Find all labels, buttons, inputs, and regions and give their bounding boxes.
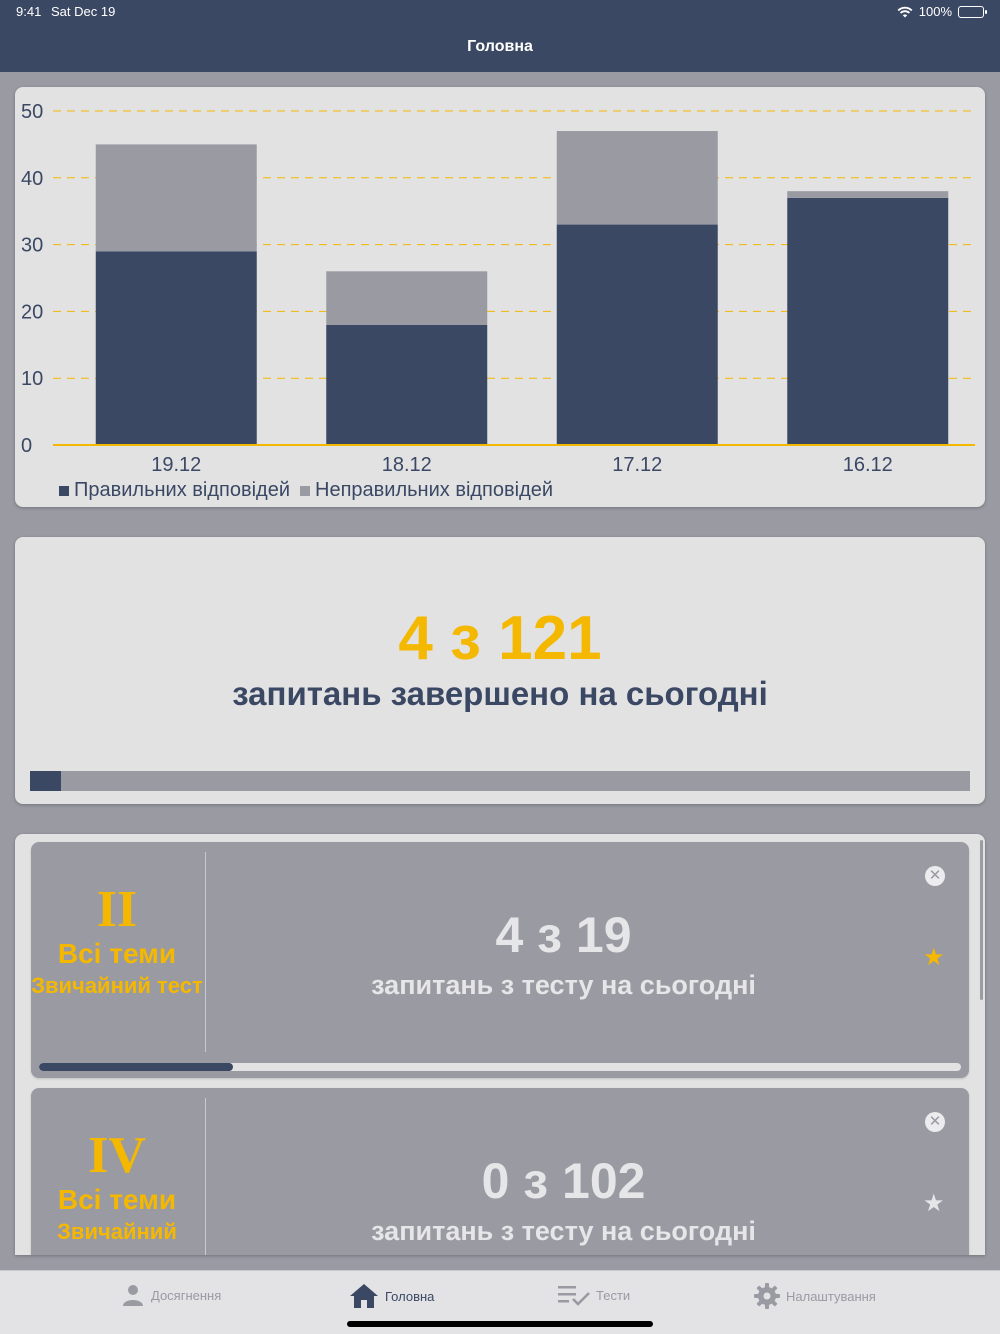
bar-incorrect (787, 191, 949, 198)
test-info: II Всі теми Звичайний тест (31, 842, 203, 1052)
bar-correct (556, 224, 718, 445)
legend-label-correct: Правильних відповідей (74, 479, 291, 501)
test-info: IV Всі теми Звичайний (31, 1088, 203, 1255)
bar-incorrect (556, 131, 718, 225)
tab-home[interactable]: Головна (349, 1283, 434, 1309)
test-progress-label: запитань з тесту на сьогодні (371, 1216, 756, 1246)
legend-item-correct: Правильних відповідей (59, 479, 290, 502)
status-date: Sat Dec 19 (51, 4, 116, 19)
bar-correct (326, 324, 488, 445)
scrollbar[interactable] (980, 840, 983, 1000)
x-tick-label: 19.12 (151, 454, 201, 476)
y-tick-label: 0 (21, 435, 32, 457)
tab-bar: Досягнення Головна Тести Налаштування (0, 1270, 1000, 1334)
daily-progress-fill (30, 771, 62, 791)
bar-correct (787, 197, 949, 445)
tests-list[interactable]: II Всі теми Звичайний тест 4 з 19 запита… (15, 834, 985, 1255)
tab-achievements[interactable]: Досягнення (121, 1283, 221, 1307)
tab-label: Налаштування (786, 1288, 876, 1304)
tab-settings[interactable]: Налаштування (754, 1283, 876, 1309)
divider (205, 852, 206, 1052)
test-type: Звичайний (57, 1219, 177, 1244)
star-icon[interactable]: ★ (923, 944, 945, 971)
x-tick-label: 16.12 (843, 454, 893, 476)
y-tick-label: 40 (21, 168, 43, 190)
x-tick-label: 18.12 (382, 454, 432, 476)
answers-bar-chart: 0 10 20 30 40 50 19.12 18.12 17.12 16.12 (21, 101, 975, 476)
navigation-bar: 9:41 Sat Dec 19 100% Головна (0, 0, 1000, 72)
test-number: II (96, 881, 138, 938)
bar-incorrect (326, 271, 488, 325)
legend-item-incorrect: Неправильних відповідей (300, 479, 553, 502)
bar-incorrect (95, 144, 257, 252)
battery-icon (958, 5, 987, 18)
test-progress-bar (39, 1063, 961, 1071)
test-progress-count: 0 з 102 (481, 1153, 646, 1209)
y-tick-label: 50 (21, 101, 43, 123)
legend-label-incorrect: Неправильних відповідей (315, 479, 554, 501)
tab-label: Тести (596, 1287, 631, 1303)
tab-tests[interactable]: Тести (558, 1283, 630, 1307)
person-icon (123, 1285, 143, 1306)
legend-swatch-correct (59, 485, 69, 496)
daily-progress-bar (30, 771, 970, 791)
daily-progress-label: запитань завершено на сьогодні (232, 675, 768, 712)
test-number: IV (88, 1127, 146, 1184)
tab-label: Досягнення (151, 1287, 222, 1303)
star-icon[interactable]: ★ (923, 1190, 945, 1217)
test-progress-count: 4 з 19 (495, 907, 632, 963)
test-theme: Всі теми (57, 938, 177, 969)
close-circle-icon[interactable]: ✕ (925, 1112, 945, 1132)
daily-progress-card: 4 з 121 запитань завершено на сьогодні (15, 537, 985, 804)
legend-swatch-incorrect (300, 485, 311, 496)
daily-progress-count: 4 з 121 (398, 604, 602, 673)
tab-label: Головна (385, 1288, 435, 1304)
test-theme: Всі теми (57, 1184, 177, 1215)
status-time: 9:41 (16, 4, 42, 19)
test-progress-label: запитань з тесту на сьогодні (371, 970, 756, 1000)
home-indicator (347, 1321, 653, 1327)
bar-correct (95, 251, 257, 445)
y-tick-label: 10 (21, 368, 43, 390)
answers-chart-card: 0 10 20 30 40 50 19.12 18.12 17.12 16.12 Правильн… (15, 87, 985, 507)
page-title: Головна (467, 38, 533, 55)
chart-legend: Правильних відповідей Неправильних відпо… (59, 479, 553, 502)
test-item[interactable]: II Всі теми Звичайний тест 4 з 19 запита… (31, 842, 969, 1078)
divider (205, 1098, 206, 1255)
battery-percent: 100% (918, 4, 952, 19)
y-tick-label: 30 (21, 235, 43, 257)
y-tick-label: 20 (21, 301, 43, 323)
test-type: Звичайний тест (31, 973, 203, 998)
home-icon (350, 1284, 378, 1308)
wifi-icon (897, 6, 913, 17)
status-indicators: 100% (897, 4, 987, 19)
test-progress-fill (39, 1063, 234, 1071)
close-circle-icon[interactable]: ✕ (925, 866, 945, 886)
test-item[interactable]: IV Всі теми Звичайний 0 з 102 запитань з… (31, 1088, 969, 1255)
x-tick-label: 17.12 (612, 454, 662, 476)
gear-icon (754, 1283, 780, 1309)
checklist-icon (558, 1286, 590, 1306)
